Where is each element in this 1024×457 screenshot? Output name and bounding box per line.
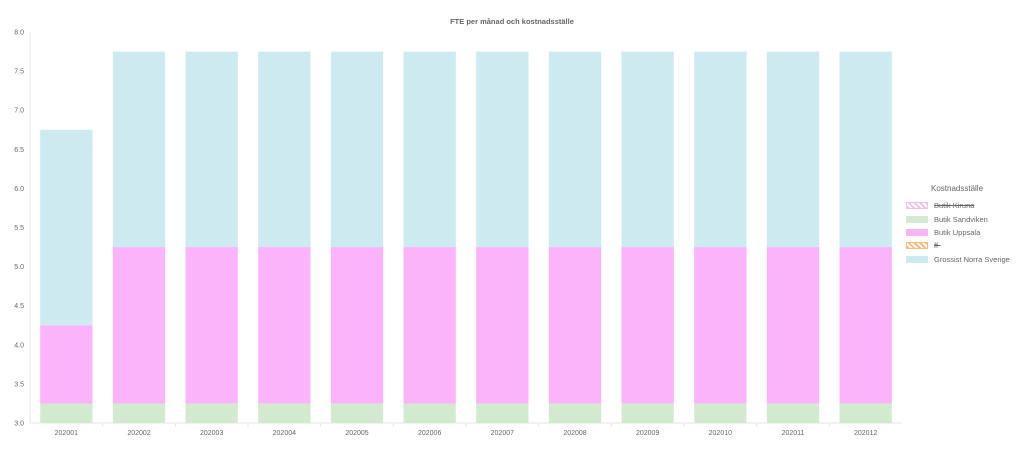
bar-segment[interactable] [694, 403, 747, 423]
legend-swatch [906, 215, 928, 223]
legend-label: Butik Sandviken [934, 214, 988, 224]
bar-segment[interactable] [694, 51, 747, 248]
x-tick-label: 202003 [200, 430, 223, 437]
bar-segment[interactable] [185, 247, 238, 404]
bar-segment[interactable] [330, 51, 384, 248]
bar-segment[interactable] [548, 51, 602, 248]
legend-item[interactable]: Butik Kiruna [906, 199, 1018, 212]
y-tick-label: 4.0 [14, 342, 24, 349]
bar-segment[interactable] [839, 403, 892, 423]
x-tick-label: 202012 [854, 430, 877, 437]
legend: Kostnadsställe Butik Kiruna Butik Sandvik… [906, 184, 1018, 266]
bar-segment[interactable] [112, 247, 166, 404]
bar-segment[interactable] [258, 247, 311, 404]
legend-item[interactable]: Butik Uppsala [906, 226, 1018, 239]
legend-swatch [906, 202, 928, 210]
bar-segment[interactable] [185, 403, 238, 423]
bar-segment[interactable] [839, 51, 892, 248]
y-tick-label: 7.0 [14, 108, 24, 115]
bar-segment[interactable] [40, 403, 93, 423]
x-tick-label: 202002 [127, 430, 150, 437]
bar-segment[interactable] [694, 247, 747, 404]
bar-segment[interactable] [766, 247, 820, 404]
bar-segment[interactable] [258, 51, 311, 248]
legend-label: Butik Uppsala [934, 227, 981, 237]
bar-segment[interactable] [766, 51, 820, 248]
x-tick-label: 202004 [273, 430, 296, 437]
bar-segment[interactable] [621, 51, 674, 248]
bars-group [40, 51, 892, 423]
y-axis: 3.0 3.5 4.0 4.5 5.0 5.5 6.0 6.5 7.0 7.5 8.0 [14, 30, 31, 428]
y-tick-label: 5.0 [14, 264, 24, 271]
legend-items: Butik Kiruna Butik Sandviken Butik Uppsala… [906, 199, 1018, 266]
y-tick-label: 8.0 [14, 30, 24, 37]
y-tick-label: 3.0 [14, 421, 24, 428]
bar-segment[interactable] [548, 403, 602, 423]
bar-segment[interactable] [476, 247, 529, 404]
legend-item[interactable]: Grossist Norra Sverige [906, 253, 1018, 266]
x-tick-label: 202011 [782, 430, 805, 437]
bar-segment[interactable] [839, 247, 892, 404]
y-tick-label: 3.5 [14, 381, 24, 388]
legend-label: Grossist Norra Sverige [934, 254, 1010, 264]
x-axis: 202001 202002 202003 202004 202005 202006 2020… [30, 422, 902, 437]
x-tick-label: 202001 [55, 430, 78, 437]
bar-segment[interactable] [621, 247, 674, 404]
bar-segment[interactable] [112, 51, 166, 248]
x-tick-label: 202008 [563, 430, 586, 437]
x-tick-label: 202009 [636, 430, 659, 437]
legend-item[interactable]: ff- [906, 239, 1018, 252]
x-tick-label: 202010 [709, 430, 732, 437]
x-tick-label: 202007 [491, 430, 514, 437]
bar-segment[interactable] [403, 247, 456, 404]
legend-item[interactable]: Butik Sandviken [906, 212, 1018, 225]
bar-segment[interactable] [621, 403, 674, 423]
x-tick-label: 202006 [418, 430, 441, 437]
y-tick-label: 6.0 [14, 186, 24, 193]
bar-segment[interactable] [330, 403, 384, 423]
bar-segment[interactable] [766, 403, 820, 423]
bar-segment[interactable] [112, 403, 166, 423]
bar-segment[interactable] [40, 325, 93, 404]
y-tick-label: 4.5 [14, 303, 24, 310]
bar-segment[interactable] [548, 247, 602, 404]
legend-label: ff- [934, 241, 941, 251]
x-tick-label: 202005 [345, 430, 368, 437]
bar-segment[interactable] [185, 51, 238, 248]
y-tick-label: 6.5 [14, 147, 24, 154]
bar-segment[interactable] [476, 403, 529, 423]
bar-segment[interactable] [330, 247, 384, 404]
legend-swatch [906, 228, 928, 236]
legend-swatch [906, 255, 928, 263]
chart-title: FTE per månad och kostnadsställe [450, 17, 574, 26]
bar-segment[interactable] [258, 403, 311, 423]
y-tick-label: 5.5 [14, 225, 24, 232]
legend-title: Kostnadsställe [930, 184, 984, 193]
bar-segment[interactable] [476, 51, 529, 248]
legend-swatch [906, 242, 928, 250]
bar-segment[interactable] [40, 129, 93, 326]
y-tick-label: 7.5 [14, 69, 24, 76]
bar-segment[interactable] [403, 403, 456, 423]
legend-label: Butik Kiruna [934, 201, 975, 211]
bar-segment[interactable] [403, 51, 456, 248]
